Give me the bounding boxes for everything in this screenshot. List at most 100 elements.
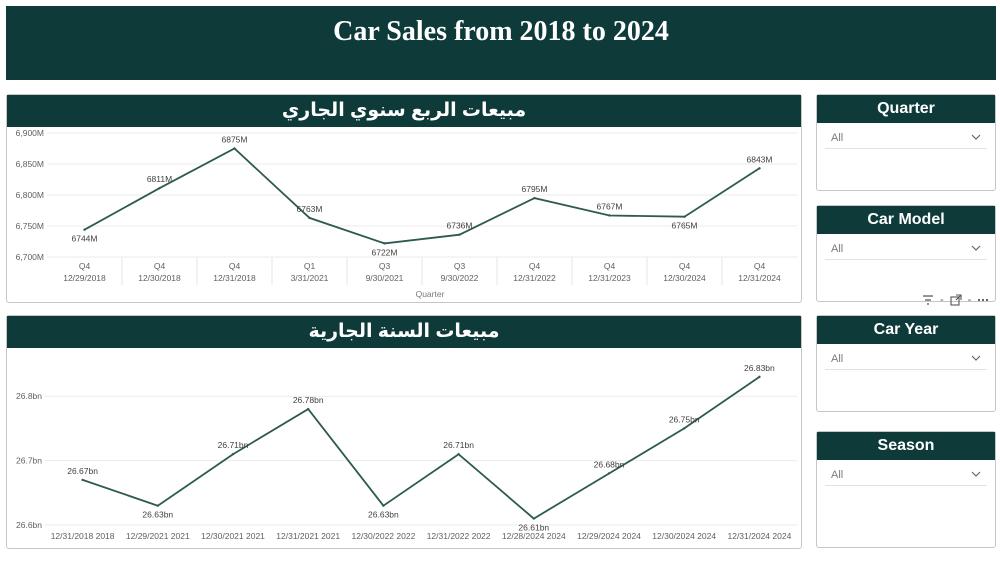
y-tick-label: 6,700M (16, 252, 44, 262)
x-tick-label: 12/29/2018 (63, 273, 106, 283)
data-label: 6811M (147, 174, 172, 184)
car-year-dropdown-value: All (831, 353, 844, 365)
y-tick-label: 26.6bn (16, 520, 42, 530)
x-tick-label: 12/31/2021 2021 (276, 531, 340, 541)
quarter-dropdown[interactable]: All (825, 127, 987, 149)
data-point (458, 233, 461, 236)
x-tick-label: 12/31/2024 2024 (727, 531, 791, 541)
x-tick-label: 12/29/2021 2021 (126, 531, 190, 541)
data-point (758, 375, 761, 379)
data-point (233, 147, 236, 150)
visual-header-toolbar: - - (922, 293, 989, 307)
data-label: 6736M (447, 221, 473, 231)
data-label: 6875M (222, 135, 248, 145)
x-tick-label: 12/29/2024 2024 (577, 531, 641, 541)
car-model-slicer[interactable]: Car Model All (816, 205, 996, 302)
data-label: 26.71bn (443, 440, 474, 450)
toolbar-separator: - (940, 294, 944, 306)
car-model-dropdown[interactable]: All (825, 238, 987, 260)
data-label: 26.83bn (744, 363, 775, 373)
data-point (83, 228, 86, 231)
season-slicer-title: Season (817, 432, 995, 460)
data-label: 6767M (597, 201, 623, 211)
data-point (382, 504, 385, 507)
focus-mode-icon[interactable] (950, 294, 962, 306)
report-title: Car Sales from 2018 to 2024 (333, 16, 669, 47)
yearly-sales-chart[interactable]: مبيعات السنة الجارية 26.6bn 26.7bn 26.8bn 1… (6, 315, 802, 549)
season-dropdown-value: All (831, 469, 844, 481)
x-tick-label: 12/31/2022 (513, 273, 556, 283)
x-tick-label: 12/31/2022 2022 (427, 531, 491, 541)
x-tick-label: 12/28/2024 2024 (502, 531, 566, 541)
data-label: 6843M (747, 154, 773, 164)
x-tick-label: 12/30/2024 2024 (652, 531, 716, 541)
car-year-slicer-title: Car Year (817, 316, 995, 344)
x-tick-label: 12/30/2018 (138, 273, 181, 283)
chevron-down-icon (971, 245, 981, 251)
car-year-slicer[interactable]: Car Year All (816, 315, 996, 412)
data-label: 26.78bn (293, 395, 324, 405)
data-label: 6795M (522, 184, 548, 194)
car-model-dropdown-value: All (831, 243, 844, 255)
y-tick-label: 26.8bn (16, 391, 42, 401)
data-point (758, 167, 761, 170)
quarterly-sales-chart[interactable]: مبيعات الربع سنوي الجاري 6,700M 6,750M 6,8… (6, 94, 802, 303)
data-point (683, 427, 686, 430)
x-axis-title: Quarter (416, 289, 445, 299)
car-model-slicer-title: Car Model (817, 206, 995, 234)
x-tick-label-quarter: Q4 (529, 261, 541, 271)
x-tick-label-quarter: Q4 (154, 261, 166, 271)
data-point (307, 407, 310, 411)
chevron-down-icon (971, 355, 981, 361)
chevron-down-icon (971, 134, 981, 140)
quarterly-chart-title: مبيعات الربع سنوي الجاري (7, 95, 801, 127)
toolbar-separator: - (967, 294, 972, 306)
data-label: 6722M (372, 247, 398, 257)
season-dropdown[interactable]: All (825, 464, 987, 486)
data-label: 6763M (297, 204, 323, 214)
x-tick-label-quarter: Q3 (454, 261, 466, 271)
x-tick-label: 12/31/2024 (738, 273, 781, 283)
quarter-slicer[interactable]: Quarter All (816, 94, 996, 191)
quarter-slicer-title: Quarter (817, 95, 995, 123)
x-tick-label-quarter: Q1 (304, 261, 316, 271)
data-label: 26.67bn (67, 466, 98, 476)
y-tick-label: 6,750M (16, 221, 44, 231)
data-label: 6765M (672, 221, 698, 231)
data-label: 26.63bn (368, 510, 399, 520)
more-options-icon[interactable] (977, 298, 989, 302)
quarter-dropdown-value: All (831, 132, 844, 144)
car-year-dropdown[interactable]: All (825, 348, 987, 370)
y-tick-label: 6,800M (16, 190, 44, 200)
data-point (81, 478, 84, 482)
data-point (683, 215, 686, 218)
data-point (457, 452, 460, 456)
y-tick-label: 6,900M (16, 128, 44, 138)
data-label: 6744M (72, 234, 98, 244)
series-line (84, 147, 760, 245)
y-tick-label: 6,850M (16, 159, 44, 169)
data-point (532, 517, 535, 520)
x-tick-label-quarter: Q4 (754, 261, 766, 271)
x-tick-label-quarter: Q4 (79, 261, 91, 271)
data-point (608, 214, 611, 217)
x-tick-label: 12/30/2024 (663, 273, 706, 283)
x-tick-label-quarter: Q3 (379, 261, 391, 271)
data-label: 26.75bn (669, 414, 700, 424)
x-tick-label-quarter: Q4 (229, 261, 241, 271)
x-tick-label: 12/31/2023 (588, 273, 631, 283)
x-tick-label: 9/30/2022 (441, 273, 479, 283)
x-tick-label: 12/30/2022 2022 (351, 531, 415, 541)
report-header: Car Sales from 2018 to 2024 (6, 6, 996, 80)
filter-icon[interactable] (922, 295, 934, 305)
series-line (82, 376, 760, 520)
season-slicer[interactable]: Season All (816, 431, 996, 548)
x-tick-label: 9/30/2021 (366, 273, 404, 283)
x-tick-label-quarter: Q4 (679, 261, 691, 271)
data-label: 26.63bn (142, 510, 173, 520)
yearly-line-chart[interactable]: 26.6bn 26.7bn 26.8bn 12/31/2018 2018 12/29/2… (7, 348, 801, 548)
x-tick-label-quarter: Q4 (604, 261, 616, 271)
quarterly-line-chart[interactable]: 6,700M 6,750M 6,800M 6,850M 6,900M Q4 12/29/20… (7, 127, 801, 302)
data-point (158, 186, 161, 190)
x-tick-label: 12/31/2018 2018 (51, 531, 115, 541)
